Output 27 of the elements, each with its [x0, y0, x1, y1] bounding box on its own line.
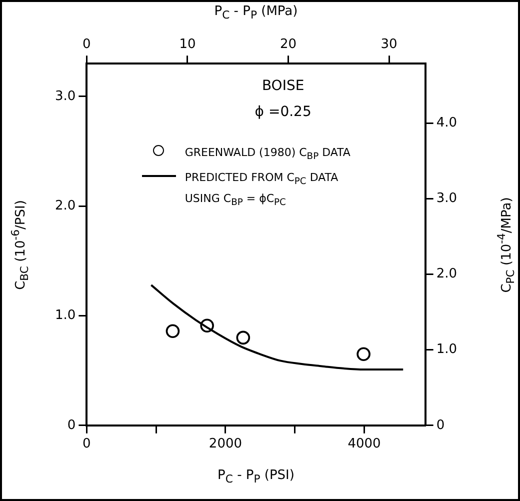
line-series — [150, 284, 404, 370]
x2-tick-label: 30 — [380, 37, 398, 52]
x2-tick-label: 20 — [280, 37, 297, 52]
y2-tick-label: 1.0 — [436, 342, 458, 358]
legend-label: GREENWALD (1980) C$_{BP}$ DATA — [184, 144, 352, 164]
y2-tick-label: 0 — [436, 418, 445, 433]
point — [356, 347, 370, 362]
x-axis-title: P$_{C}$ - P$_{P}$ (PSI) — [218, 468, 294, 486]
annotation: BOISE — [262, 78, 304, 94]
y-tick-label: 0 — [67, 418, 76, 433]
x2-tick-label: 10 — [179, 37, 196, 52]
point — [200, 318, 214, 333]
annotation: ϕ =0.25 — [254, 104, 312, 120]
x-tick-label: 4000 — [348, 436, 381, 452]
y2-tick-label: 3.0 — [436, 191, 458, 206]
y-tick-label: 3.0 — [54, 88, 76, 104]
y-tick-label: 1.0 — [54, 308, 76, 324]
y2-tick-label: 4.0 — [436, 116, 458, 131]
x-tick-label: 2000 — [208, 436, 242, 452]
x-tick-label: 0 — [82, 436, 91, 452]
point — [236, 330, 250, 345]
x2-tick-label: 0 — [82, 37, 91, 52]
y2-tick-label: 2.0 — [436, 266, 458, 282]
y-tick-label: 2.0 — [54, 198, 76, 214]
text: PREDICTED FROM C$_{PC}$ DATA USING C$_{BP}$ = ϕC$_{PC}$ — [184, 170, 338, 208]
x2-axis-title: P$_{C}$ - P$_{P}$ (MPa) — [214, 4, 298, 22]
point — [166, 324, 180, 338]
